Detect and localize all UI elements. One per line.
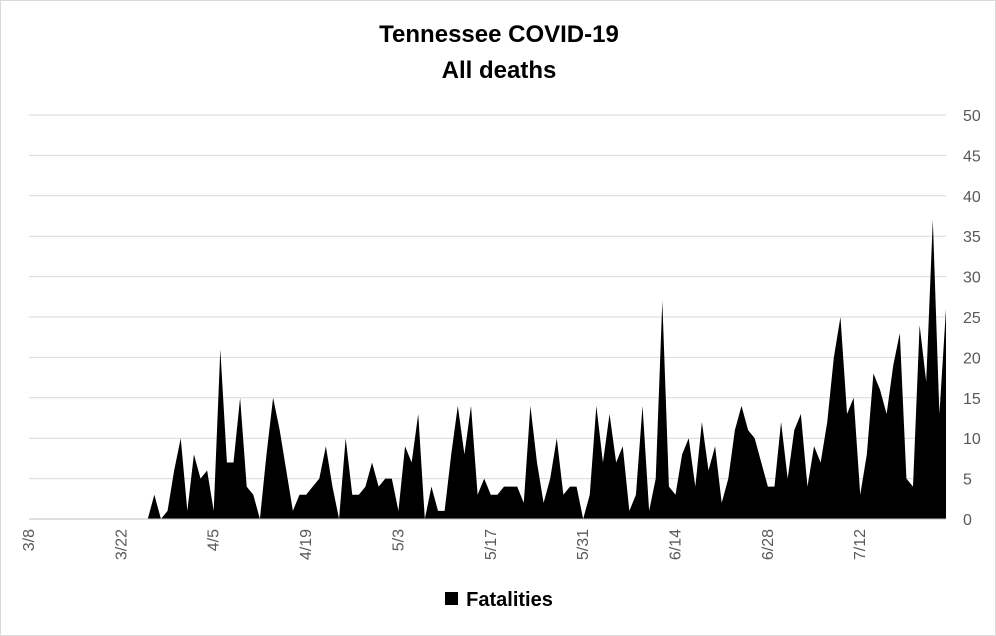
x-tick-label: 4/5	[206, 529, 223, 551]
x-tick-label: 4/19	[298, 529, 315, 560]
x-tick-label: 3/22	[113, 529, 130, 560]
legend-swatch	[445, 592, 459, 606]
y-tick-label: 40	[963, 189, 981, 206]
x-tick-label: 3/8	[21, 529, 38, 551]
y-tick-label: 35	[963, 229, 981, 246]
y-tick-label: 10	[963, 431, 981, 448]
x-tick-label: 6/14	[668, 529, 685, 560]
x-tick-label: 7/12	[852, 529, 869, 560]
x-tick-label: 5/17	[483, 529, 500, 560]
y-tick-label: 50	[963, 108, 981, 125]
y-tick-label: 25	[963, 310, 981, 327]
chart-subtitle: All deaths	[441, 57, 557, 84]
series-area-fatalities	[29, 220, 946, 520]
x-tick-label: 5/31	[575, 529, 592, 560]
y-tick-label: 0	[963, 512, 972, 529]
legend-label: Fatalities	[466, 589, 553, 611]
y-tick-label: 5	[963, 472, 972, 489]
y-tick-label: 20	[963, 350, 981, 367]
y-tick-label: 45	[963, 148, 981, 165]
x-tick-label: 6/28	[760, 529, 777, 560]
y-tick-label: 30	[963, 270, 981, 287]
chart-title: Tennessee COVID-19	[379, 21, 619, 48]
legend: Fatalities	[1, 589, 996, 612]
y-tick-label: 15	[963, 391, 981, 408]
x-tick-label: 5/3	[390, 529, 407, 551]
